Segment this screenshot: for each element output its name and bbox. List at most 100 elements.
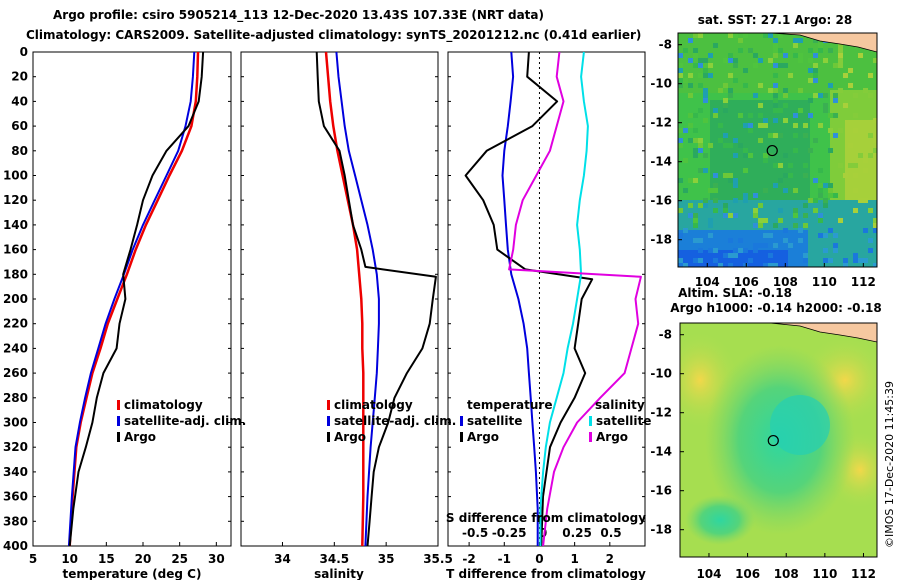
depth-tick-label: 20 bbox=[11, 70, 28, 84]
sst-pixel bbox=[818, 168, 823, 173]
sst-pixel bbox=[693, 258, 698, 263]
sst-pixel bbox=[818, 123, 823, 128]
sst-pixel bbox=[688, 138, 693, 143]
sst-pixel bbox=[713, 108, 718, 113]
sst-pixel bbox=[848, 143, 853, 148]
sst-pixel bbox=[828, 48, 833, 53]
sst-pixel bbox=[873, 58, 877, 63]
sst-pixel bbox=[808, 198, 813, 203]
sst-pixel bbox=[818, 193, 823, 198]
sst-pixel bbox=[833, 193, 838, 198]
sst-pixel bbox=[703, 88, 708, 93]
sst-pixel bbox=[773, 38, 778, 43]
sst-pixel bbox=[753, 248, 758, 253]
salinity-panel bbox=[240, 51, 439, 547]
sst-pixel bbox=[678, 73, 683, 78]
sst-pixel bbox=[838, 163, 843, 168]
sst-pixel bbox=[773, 183, 778, 188]
sst-pixel bbox=[803, 213, 808, 218]
sst-pixel bbox=[683, 128, 688, 133]
sst-pixel bbox=[708, 233, 713, 238]
x-tick-label: 35.5 bbox=[423, 552, 453, 566]
sst-pixel bbox=[778, 108, 783, 113]
map-lat-label: -14 bbox=[650, 155, 672, 169]
sst-pixel bbox=[693, 213, 698, 218]
sst-pixel bbox=[868, 133, 873, 138]
sst-pixel bbox=[753, 208, 758, 213]
depth-tick-label: 40 bbox=[11, 94, 28, 108]
sst-pixel bbox=[713, 173, 718, 178]
map-lat-label: -18 bbox=[650, 523, 672, 537]
sst-pixel bbox=[743, 68, 748, 73]
sst-pixel bbox=[728, 93, 733, 98]
sst-pixel bbox=[793, 113, 798, 118]
sst-pixel bbox=[693, 218, 698, 223]
sst-pixel bbox=[733, 213, 738, 218]
temperature-axis-label: temperature (deg C) bbox=[63, 567, 202, 580]
sst-pixel bbox=[773, 118, 778, 123]
legend-label-t-argo: Argo bbox=[467, 430, 499, 444]
sst-pixel bbox=[823, 248, 828, 253]
sst-argo-position-marker bbox=[766, 144, 778, 157]
sst-pixel bbox=[828, 148, 833, 153]
temperature-panel bbox=[32, 51, 232, 547]
difference-legend: temperature satellite Argo salinity sate… bbox=[460, 398, 651, 444]
sst-pixel bbox=[778, 178, 783, 183]
salinity-legend: climatology satellite-adj. clim. Argo bbox=[327, 398, 456, 444]
sst-pixel bbox=[678, 53, 683, 58]
sst-pixel bbox=[728, 253, 733, 258]
sst-pixel bbox=[818, 43, 823, 48]
sst-pixel bbox=[758, 243, 763, 248]
title-line-1: Argo profile: csiro 5905214_113 12-Dec-2… bbox=[53, 8, 544, 23]
sst-pixel bbox=[698, 248, 703, 253]
sst-pixel bbox=[698, 138, 703, 143]
sst-pixel bbox=[813, 93, 818, 98]
sst-pixel bbox=[678, 143, 683, 148]
sst-pixel bbox=[793, 208, 798, 213]
sst-pixel bbox=[743, 148, 748, 153]
sst-pixel bbox=[748, 153, 753, 158]
sst-pixel bbox=[678, 178, 683, 183]
sst-pixel bbox=[728, 173, 733, 178]
sst-pixel bbox=[698, 73, 703, 78]
sst-pixel bbox=[768, 58, 773, 63]
sst-pixel bbox=[788, 163, 793, 168]
sst-pixel bbox=[783, 118, 788, 123]
sst-pixel bbox=[693, 113, 698, 118]
sst-pixel bbox=[803, 258, 808, 263]
legend-swatch-argo bbox=[117, 432, 120, 442]
legend-swatch-satellite bbox=[327, 416, 330, 426]
sst-map bbox=[678, 33, 877, 267]
sst-pixel bbox=[783, 238, 788, 243]
sst-pixel bbox=[713, 248, 718, 253]
sst-pixel bbox=[738, 143, 743, 148]
sst-pixel bbox=[703, 93, 708, 98]
sla-map-frame bbox=[679, 322, 878, 558]
sla-argo-position-marker bbox=[767, 434, 779, 447]
map-lon-label: 112 bbox=[851, 275, 876, 289]
depth-tick-label: 360 bbox=[3, 490, 28, 504]
depth-tick-label: 120 bbox=[3, 193, 28, 207]
sst-pixel bbox=[808, 78, 813, 83]
sst-pixel bbox=[773, 243, 778, 248]
sst-pixel bbox=[728, 88, 733, 93]
sst-pixel bbox=[783, 93, 788, 98]
series-line-t-argo bbox=[464, 51, 594, 547]
sst-pixel bbox=[743, 153, 748, 158]
depth-tick-label: 100 bbox=[3, 169, 28, 183]
sst-pixel bbox=[778, 163, 783, 168]
map-lon-label: 112 bbox=[851, 567, 876, 580]
sst-pixel bbox=[703, 68, 708, 73]
sst-pixel bbox=[728, 58, 733, 63]
sst-pixel bbox=[803, 203, 808, 208]
sst-pixel bbox=[713, 258, 718, 263]
sst-pixel bbox=[773, 63, 778, 68]
sst-pixel bbox=[753, 223, 758, 228]
sla-map-southwest-anomaly bbox=[685, 495, 755, 545]
sst-pixel bbox=[693, 178, 698, 183]
sst-pixel bbox=[683, 78, 688, 83]
sst-pixel bbox=[868, 208, 873, 213]
sst-map-frame bbox=[677, 32, 878, 268]
sst-pixel bbox=[868, 93, 873, 98]
map-lon-label: 106 bbox=[735, 567, 760, 580]
